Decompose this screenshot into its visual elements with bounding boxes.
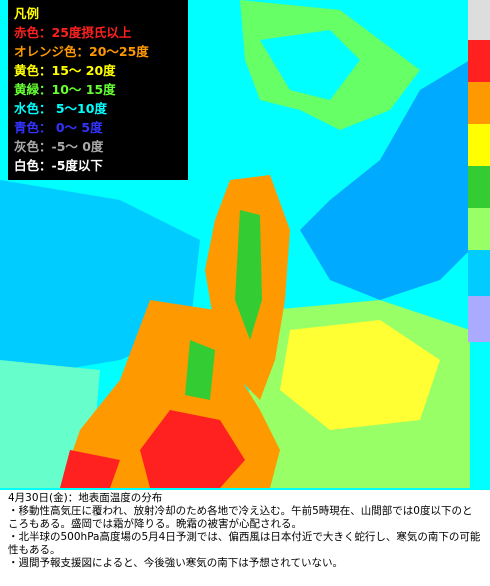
temperature-map	[0, 0, 490, 490]
legend-title: 凡例	[14, 6, 40, 21]
caption-title: 4月30日(金)：地表面温度の分布	[8, 492, 163, 504]
legend-item: 青色： 0～ 5度	[14, 120, 103, 135]
legend-item: 赤色：25度摂氏以上	[14, 25, 132, 40]
caption: 4月30日(金)：地表面温度の分布 ・移動性高気圧に覆われ、放射冷却のため各地で…	[8, 492, 482, 570]
caption-bullet: ・北半球の500hPa高度場の5月4日予測では、偏西風は日本付近で大きく蛇行し、…	[8, 531, 481, 556]
legend-item: 水色： 5～10度	[14, 101, 107, 116]
legend-item: 灰色：-5～ 0度	[14, 139, 104, 154]
caption-bullet: ・移動性高気圧に覆われ、放射冷却のため各地で冷え込む。午前5時現在、山間部では0…	[8, 505, 473, 530]
caption-bullet: ・週間予報支援図によると、今後強い寒気の南下は予想されていない。	[8, 557, 343, 569]
legend-item: 黄色：15～ 20度	[14, 63, 116, 78]
legend: 凡例 赤色：25度摂氏以上オレンジ色：20～25度 黄色：15～ 20度 黄緑：10…	[8, 0, 188, 180]
legend-item: 黄緑：10～ 15度	[14, 82, 116, 97]
legend-item: 白色：-5度以下	[14, 158, 103, 173]
legend-item: オレンジ色：20～25度	[14, 44, 149, 59]
